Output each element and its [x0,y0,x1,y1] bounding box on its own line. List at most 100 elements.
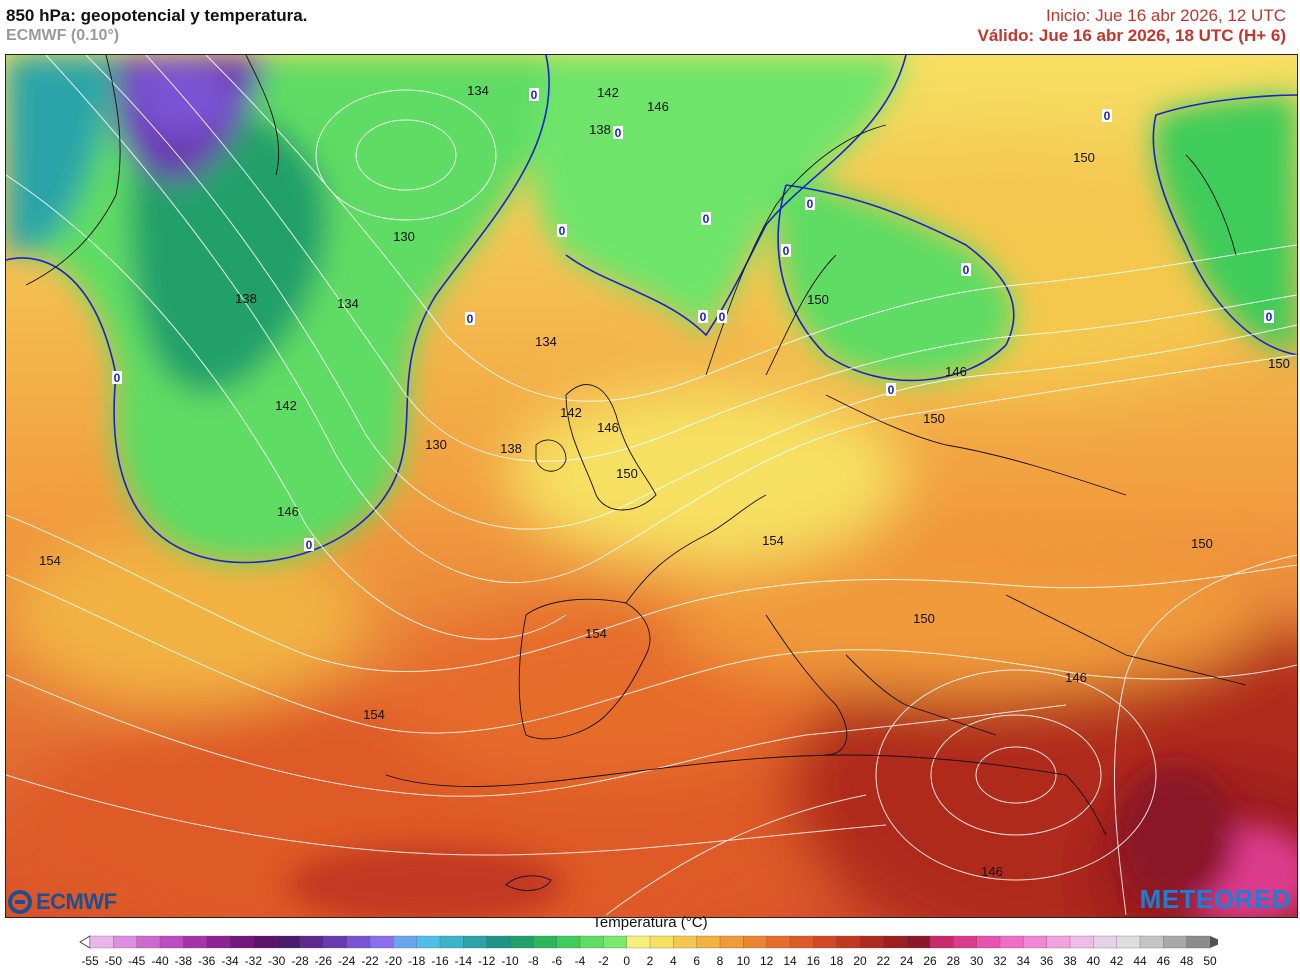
legend-swatch [159,935,184,949]
temperature-field-hot [286,765,1297,917]
legend-tick-label: 2 [647,954,654,968]
contour-label: 146 [981,864,1003,879]
contour-label: 154 [585,626,607,641]
zero-label-bg [112,371,122,384]
legend-swatch [533,935,558,949]
legend-tick-label: 32 [993,954,1007,968]
legend-tick-label: -50 [105,954,123,968]
legend-swatch [393,935,418,949]
header-right: Inicio: Jue 16 abr 2026, 12 UTC Válido: … [978,6,1286,46]
legend-tick-label: 14 [783,954,797,968]
legend-tick-label: -36 [198,954,216,968]
contour-label: 150 [1073,150,1095,165]
legend-tick-label: -45 [128,954,146,968]
legend-tick-label: -26 [315,954,333,968]
contour-label: 150 [1191,536,1213,551]
zero-isotherm-label: 0 [700,310,707,324]
legend-tick-label: 12 [760,954,774,968]
legend-swatch [883,935,908,949]
ecmwf-logo-text: ECMWF [36,889,117,914]
legend-tick-label: -4 [575,954,586,968]
legend-tick-label: -55 [81,954,99,968]
legend-tick-label: -10 [501,954,519,968]
zero-label-bg [1264,310,1274,323]
contour-label: 146 [1065,670,1087,685]
britain-outline [565,384,657,511]
contour-label: 150 [807,292,829,307]
legend-swatch [953,935,978,949]
legend-tick-label: 10 [737,954,751,968]
legend-tick-label: -22 [361,954,379,968]
temperature-legend: -55 -50 -45 -40 -38 -36 -34 -32 -30 -28 -26 -24 -22-… [79,935,1218,968]
zero-isotherm-label: 0 [114,371,121,385]
legend-swatch [976,935,1001,949]
ireland-outline [535,439,567,472]
contour-label: 154 [762,533,784,548]
legend-tick-label: 26 [923,954,937,968]
legend-tick-label: 16 [807,954,821,968]
contour-label: 146 [945,364,967,379]
legend-tick-label: 50 [1203,954,1217,968]
contour-label: 130 [393,229,415,244]
iberia-outline [518,598,651,740]
contour-label: 142 [275,398,297,413]
legend-swatch [1023,935,1048,949]
legend-swatch [89,935,114,949]
zero-isotherm-label: 0 [963,263,970,277]
legend-swatch [1069,935,1094,949]
zero-isotherm-label: 0 [531,88,538,102]
legend-tick-label: -20 [385,954,403,968]
legend-tick-label: -16 [431,954,449,968]
legend-arrow-left [79,935,91,949]
contour-label: 134 [337,296,359,311]
legend-swatch [696,935,721,949]
contour-label: 130 [425,437,447,452]
legend-swatch [253,935,278,949]
zero-isotherm-label: 0 [615,126,622,140]
zero-label-bg [961,263,971,276]
zero-isotherm-label: 0 [719,310,726,324]
legend-swatch [183,935,208,949]
contour-label: 142 [560,405,582,420]
zero-isotherm-label: 0 [888,383,895,397]
legend-swatch [999,935,1024,949]
legend-swatch [486,935,511,949]
weather-map: 134 142 146 138 130 138 134 150 134 142 146 130 138 1… [5,54,1298,918]
contour-label: 134 [535,334,557,349]
legend-swatch [1139,935,1164,949]
header-left: 850 hPa: geopotencial y temperatura. ECM… [6,6,307,46]
contour-label: 150 [616,466,638,481]
legend-tick-label: 28 [947,954,961,968]
legend-tick-label: 24 [900,954,914,968]
legend-tick-label: -12 [478,954,496,968]
ecmwf-logo-icon [8,890,32,914]
legend-swatch [439,935,464,949]
legend-swatch [276,935,301,949]
legend-swatch [509,935,534,949]
legend-tick-label: -6 [551,954,562,968]
contour-label: 142 [597,85,619,100]
legend-tick-label: -2 [598,954,609,968]
ecmwf-logo: ECMWF [8,889,117,915]
legend-tick-label: 38 [1063,954,1077,968]
zero-label-bg [701,212,711,225]
zero-label-bg [304,538,314,551]
legend-swatch [626,935,651,949]
cold-air-mass [6,55,1297,563]
zero-isotherm-label: 0 [807,197,814,211]
init-time: Inicio: Jue 16 abr 2026, 12 UTC [1045,6,1286,25]
legend-tick-label: 34 [1017,954,1031,968]
legend-swatch [836,935,861,949]
contour-label: 138 [589,122,611,137]
legend-swatch [299,935,324,949]
legend-tick-label: 30 [970,954,984,968]
legend-tick-label: -34 [221,954,239,968]
legend-tick-label: -40 [151,954,169,968]
legend-swatch [323,935,348,949]
legend-tick-label: -18 [408,954,426,968]
contour-labels: 134 142 146 138 130 138 134 150 134 142 146 130 138 1… [39,83,1290,879]
legend-title: Temperatura (°C) [592,914,708,931]
zero-isotherm-label: 0 [703,212,710,226]
geopotential-contours [6,55,1297,916]
